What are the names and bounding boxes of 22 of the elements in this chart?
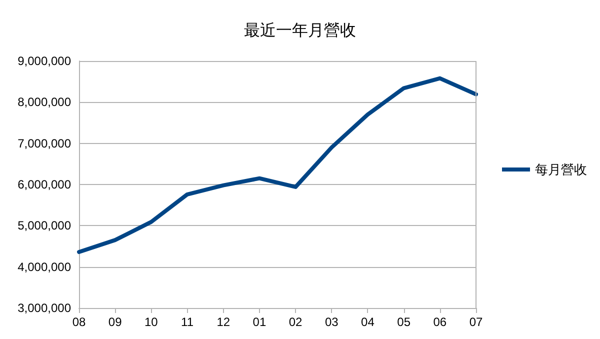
y-tick-label: 9,000,000 — [18, 54, 72, 68]
line-series — [77, 76, 478, 254]
x-tick-label: 12 — [216, 315, 230, 329]
x-tick-label: 05 — [397, 315, 411, 329]
x-tick-label: 08 — [72, 315, 86, 329]
x-tick-label: 11 — [181, 315, 194, 329]
y-tick-label: 7,000,000 — [18, 136, 72, 150]
y-tick-label: 6,000,000 — [18, 178, 72, 192]
y-tick-label: 5,000,000 — [18, 218, 72, 233]
x-tick-label: 06 — [433, 315, 447, 329]
x-tick-label: 10 — [144, 315, 158, 329]
x-tick-label: 03 — [324, 315, 339, 329]
x-tick-label: 04 — [361, 315, 375, 329]
y-tick-label: 3,000,000 — [18, 301, 72, 315]
x-tick-label: 09 — [108, 315, 122, 329]
chart-title: 最近一年月營收 — [244, 22, 356, 40]
legend-label: 每月營收 — [535, 162, 587, 177]
x-tick-label: 07 — [469, 315, 483, 329]
y-tick-label: 8,000,000 — [18, 95, 72, 110]
x-tick-label: 02 — [288, 315, 303, 329]
x-tick-label: 01 — [252, 315, 266, 329]
y-tick-label: 4,000,000 — [18, 260, 72, 274]
